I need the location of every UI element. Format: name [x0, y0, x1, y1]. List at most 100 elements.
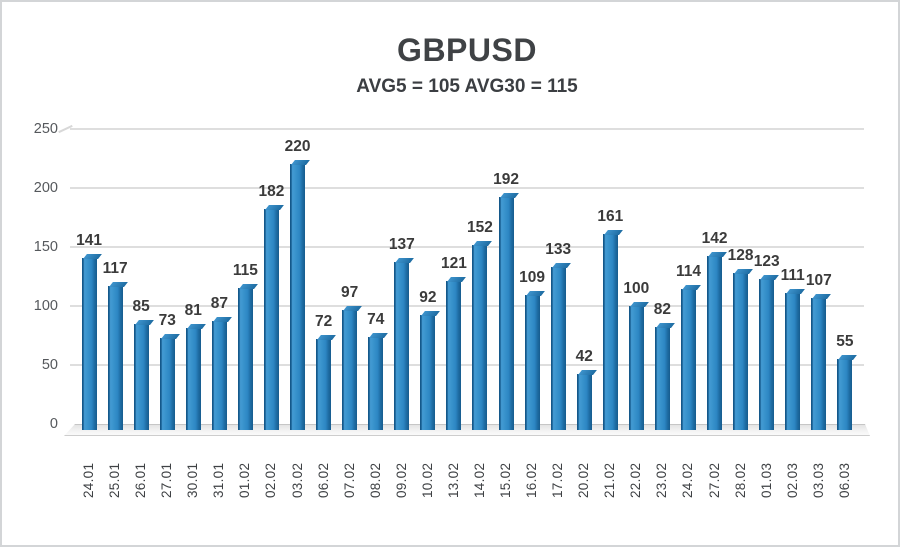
bar-value-label: 123	[753, 252, 780, 270]
x-label-slot: 16.02	[519, 440, 545, 504]
x-tick-label: 23.02	[654, 462, 670, 498]
bar-value-label: 220	[284, 138, 311, 156]
bar	[602, 234, 618, 430]
bar	[159, 337, 175, 430]
x-label-slot: 14.02	[467, 440, 493, 504]
x-tick-label: 09.02	[393, 462, 409, 498]
x-label-slot: 01.03	[754, 440, 780, 504]
x-label-slot: 22.02	[623, 440, 649, 504]
x-tick-label: 02.03	[784, 462, 800, 498]
x-label-slot: 02.03	[780, 440, 806, 504]
x-tick-label: 15.02	[498, 462, 514, 498]
x-label-slot: 06.02	[311, 440, 337, 504]
bar-slot: 81	[180, 129, 206, 430]
bar-value-label: 111	[780, 267, 805, 285]
bar	[342, 309, 358, 430]
bar-value-label: 192	[493, 171, 519, 189]
y-tick-label: 250	[33, 121, 58, 137]
bar-value-label: 100	[623, 280, 650, 297]
x-tick-label: 24.02	[680, 462, 696, 498]
bar-slot: 85	[128, 129, 154, 430]
bar-slot: 42	[571, 129, 597, 430]
bar	[811, 297, 827, 430]
x-tick-label: 26.01	[133, 462, 149, 498]
bar-slot: 82	[649, 129, 675, 430]
bar-slot: 111	[780, 129, 806, 430]
bar-slot: 152	[467, 129, 493, 430]
gridline	[70, 187, 864, 189]
chart-title: GBPUSD	[397, 32, 537, 68]
bar-slot: 117	[102, 129, 128, 430]
bar	[107, 285, 123, 430]
x-tick-label: 01.02	[237, 462, 253, 498]
x-tick-label: 17.02	[550, 462, 566, 498]
bar-value-label: 161	[597, 208, 624, 226]
bar-value-label: 137	[388, 236, 415, 254]
x-label-slot: 20.02	[571, 440, 597, 504]
bar	[81, 257, 97, 430]
bar-value-label: 97	[341, 283, 359, 301]
x-label-slot: 02.02	[258, 440, 284, 504]
bar	[654, 327, 670, 430]
bar-value-label: 87	[210, 295, 228, 313]
x-label-slot: 24.02	[675, 440, 701, 504]
bar-slot: 97	[337, 129, 363, 430]
bar-slot: 114	[675, 129, 701, 430]
bar	[498, 197, 514, 430]
bar-value-label: 142	[701, 230, 728, 248]
x-label-slot: 28.02	[728, 440, 754, 504]
bar-value-label: 82	[653, 301, 672, 319]
x-tick-label: 27.02	[706, 462, 722, 498]
x-label-slot: 21.02	[597, 440, 623, 504]
bar-slot: 128	[728, 129, 754, 430]
bar-slot: 137	[388, 129, 415, 430]
bar-value-label: 85	[132, 297, 150, 315]
x-tick-label: 08.02	[367, 462, 383, 498]
x-label-slot: 30.01	[180, 440, 206, 504]
bar	[680, 289, 696, 430]
bar	[446, 281, 462, 430]
x-label-slot: 03.02	[285, 440, 311, 504]
x-label-slot: 13.02	[441, 440, 467, 504]
x-tick-label: 10.02	[419, 462, 435, 498]
bar	[290, 164, 306, 430]
x-tick-label: 03.03	[810, 462, 826, 498]
bar-slot: 100	[623, 129, 650, 430]
bar-value-label: 115	[232, 262, 258, 280]
x-tick-label: 07.02	[341, 462, 357, 498]
x-label-slot: 07.02	[337, 440, 363, 504]
bar-slot: 161	[597, 129, 624, 430]
x-label-slot: 27.02	[702, 440, 728, 504]
bar	[420, 315, 436, 430]
x-tick-label: 31.01	[211, 462, 227, 498]
bar-slot: 92	[415, 129, 441, 430]
x-tick-label: 21.02	[602, 462, 618, 498]
y-tick-label: 150	[33, 239, 58, 255]
bar	[550, 267, 566, 430]
bar-value-label: 133	[545, 241, 572, 259]
y-tick-label: 50	[41, 357, 58, 373]
bar-slot: 141	[76, 129, 102, 430]
x-tick-label: 24.01	[81, 462, 97, 498]
x-tick-label: 14.02	[471, 462, 487, 498]
bar-slot: 72	[311, 129, 337, 430]
bar	[237, 288, 253, 430]
x-tick-label: 20.02	[576, 462, 592, 498]
x-tick-label: 06.03	[836, 462, 852, 498]
x-tick-label: 01.03	[758, 462, 774, 498]
x-label-slot: 17.02	[545, 440, 571, 504]
bar	[368, 336, 384, 430]
bar-slot: 87	[206, 129, 232, 430]
bar-value-label: 72	[314, 313, 333, 331]
bar	[628, 306, 644, 430]
x-tick-label: 25.01	[107, 462, 123, 498]
bar	[263, 209, 279, 430]
bar-slot: 123	[753, 129, 780, 430]
y-tick-label: 100	[33, 298, 58, 314]
gridline	[70, 128, 864, 130]
bar-slot: 74	[363, 129, 389, 430]
bar-slot: 121	[441, 129, 467, 430]
bar-slot: 220	[284, 129, 311, 430]
bar-slot: 192	[493, 129, 519, 430]
bars-layer: 141 117 85 73 81 87 115 182 220 72 97 74 137 92 121 152…	[70, 129, 864, 430]
